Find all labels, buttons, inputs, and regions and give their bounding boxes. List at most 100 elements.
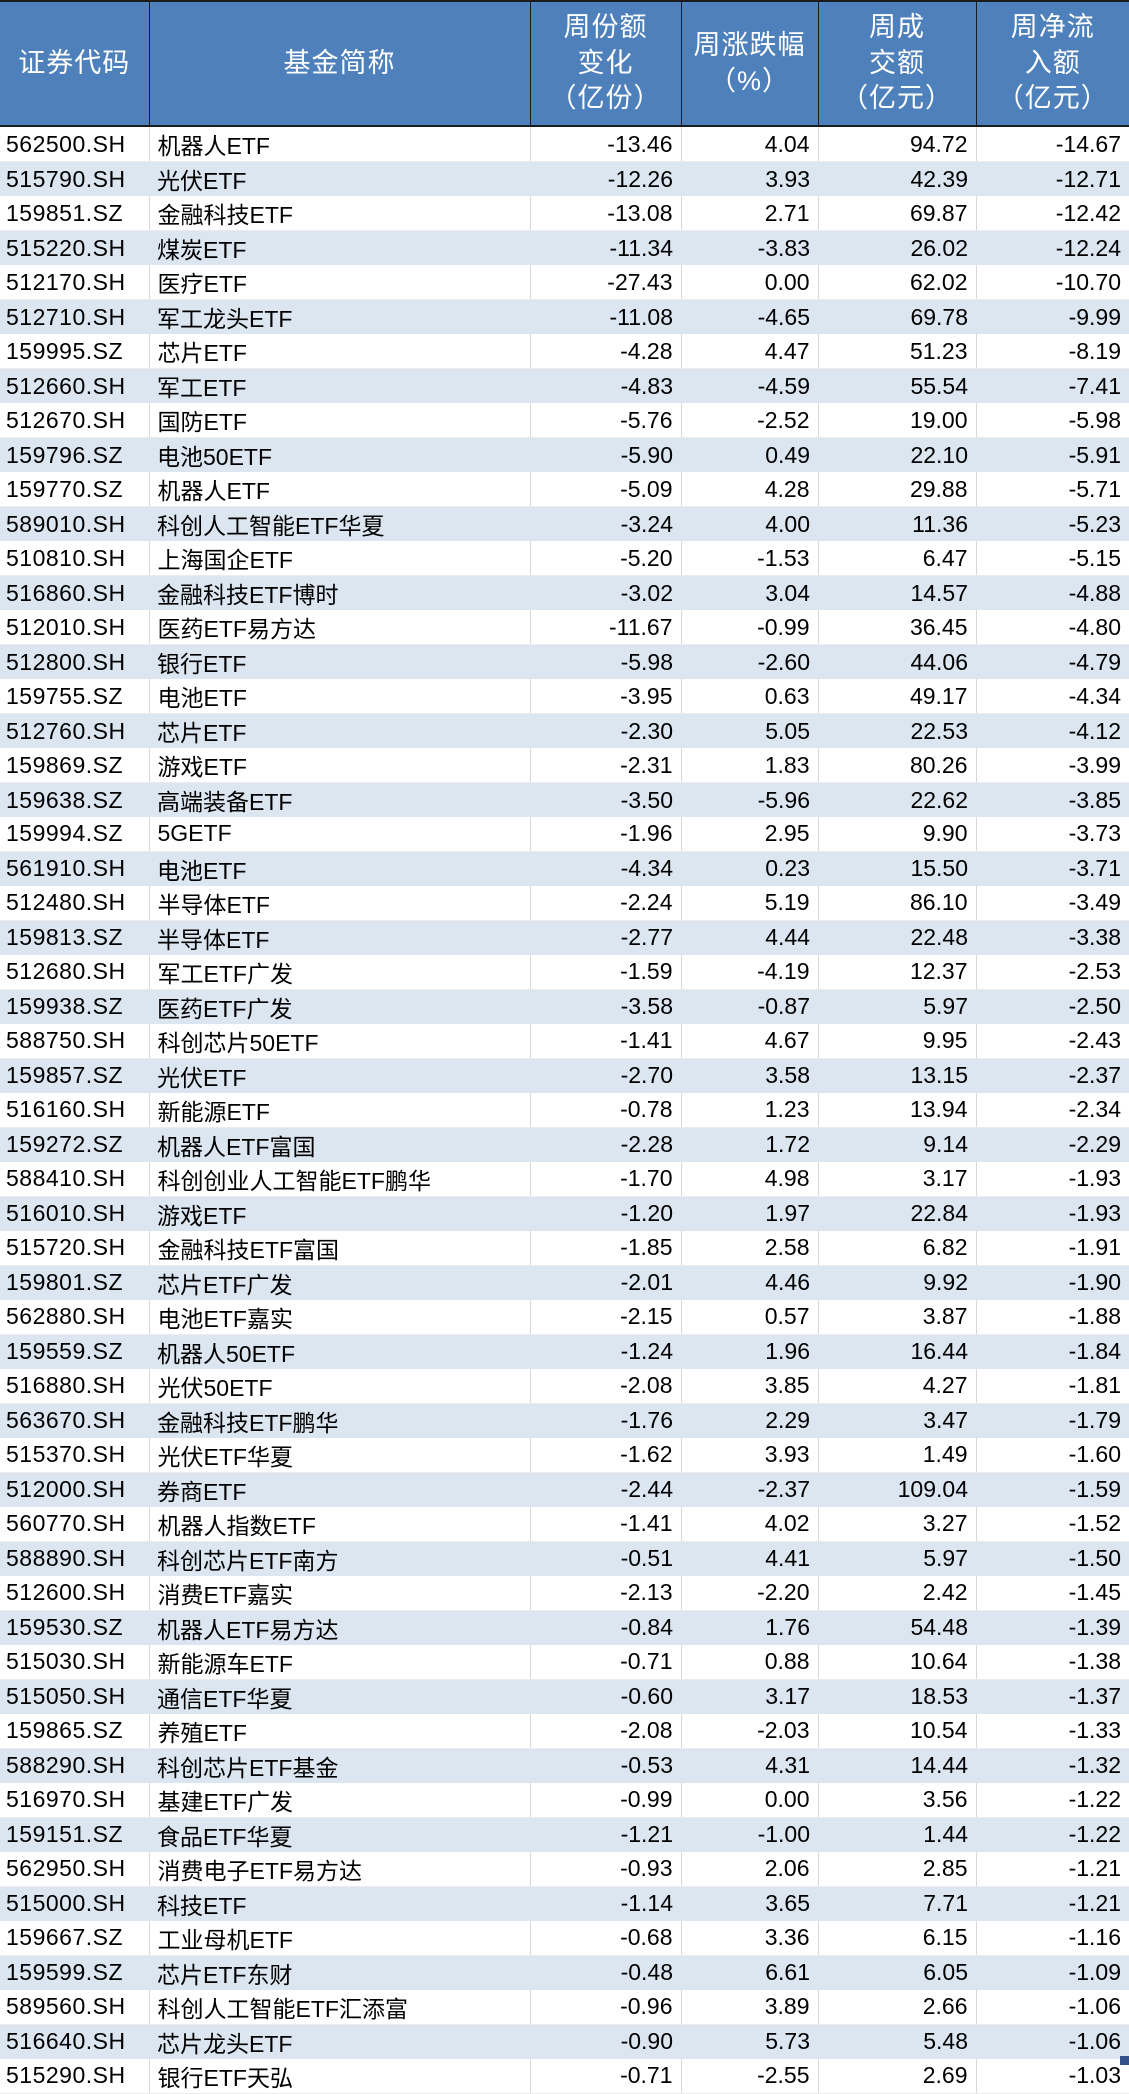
cell-net_inflow: -4.79 xyxy=(1068,648,1121,675)
table-row: 561910.SH 电池ETF -4.34 0.23 15.50 -3.71 xyxy=(0,851,1129,886)
cell-turnover: 16.44 xyxy=(910,1338,968,1364)
cell-name: 金融科技ETF xyxy=(149,196,531,231)
table-row: 515220.SH 煤炭ETF -11.34 -3.83 26.02 -12.24 xyxy=(0,230,1129,265)
cell-turnover: 11.36 xyxy=(912,510,968,537)
cell-code: 515220.SH xyxy=(6,234,126,261)
cell-code: 560770.SH xyxy=(0,1506,150,1542)
cell-name: 游戏ETF xyxy=(157,1202,247,1229)
cell-share_change: -3.02 xyxy=(620,579,673,606)
cell-net_inflow: -1.84 xyxy=(1068,1338,1121,1364)
table-row: 159938.SZ 医药ETF广发 -3.58 -0.87 5.97 -2.50 xyxy=(0,989,1129,1024)
cell-pct_change: -0.99 xyxy=(681,610,819,645)
cell-name: 芯片ETF广发 xyxy=(157,1271,293,1298)
cell-code: 512480.SH xyxy=(0,885,150,921)
table-row: 512710.SH 军工龙头ETF -11.08 -4.65 69.78 -9.99 xyxy=(0,299,1129,334)
cell-pct_change: -4.65 xyxy=(757,303,810,330)
table-row: 512760.SH 芯片ETF -2.30 5.05 22.53 -4.12 xyxy=(0,713,1129,748)
cell-turnover: 4.27 xyxy=(818,1368,977,1404)
cell-share_change: -11.67 xyxy=(530,610,682,645)
table-row: 159667.SZ 工业母机ETF -0.68 3.36 6.15 -1.16 xyxy=(0,1920,1129,1956)
cell-code: 159755.SZ xyxy=(0,679,150,714)
cell-net_inflow: -1.22 xyxy=(976,1782,1129,1818)
cell-code: 588890.SH xyxy=(6,1545,126,1571)
cell-name: 医药ETF易方达 xyxy=(149,610,531,645)
cell-name: 医疗ETF xyxy=(149,265,531,300)
table-row: 562880.SH 电池ETF嘉实 -2.15 0.57 3.87 -1.88 xyxy=(0,1299,1129,1335)
cell-turnover: 2.85 xyxy=(818,1851,977,1887)
cell-code: 159851.SZ xyxy=(0,196,150,231)
cell-name: 消费ETF嘉实 xyxy=(149,1575,531,1611)
cell-turnover: 3.27 xyxy=(818,1506,977,1542)
cell-code: 512000.SH xyxy=(6,1476,126,1502)
column-header-code: 证券代码 xyxy=(0,0,150,127)
cell-name: 机器人ETF xyxy=(149,472,531,507)
cell-share_change: -0.71 xyxy=(530,2058,682,2094)
cell-code: 588410.SH xyxy=(0,1161,150,1197)
table-row: 588750.SH 科创芯片50ETF -1.41 4.67 9.95 -2.43 xyxy=(0,1023,1129,1059)
table-body: 562500.SH 机器人ETF -13.46 4.04 94.72 -14.67 5157… xyxy=(0,126,1129,2094)
cell-net_inflow: -3.85 xyxy=(1068,786,1121,813)
cell-share_change: -3.58 xyxy=(620,993,673,1019)
cell-pct_change: 4.04 xyxy=(681,126,819,162)
cell-pct_change: 2.95 xyxy=(681,817,819,852)
cell-turnover: 51.23 xyxy=(818,334,977,369)
cell-share_change: -2.13 xyxy=(530,1575,682,1611)
cell-net_inflow: -2.43 xyxy=(976,1023,1129,1059)
cell-share_change: -4.28 xyxy=(530,334,682,369)
cell-net_inflow: -5.71 xyxy=(976,472,1129,507)
cell-name: 游戏ETF xyxy=(149,748,531,783)
cell-share_change: -0.93 xyxy=(530,1851,682,1887)
cell-share_change: -1.24 xyxy=(620,1338,673,1364)
cell-pct_change: 0.00 xyxy=(681,1782,819,1818)
cell-code: 515720.SH xyxy=(0,1230,150,1266)
cell-turnover: 3.17 xyxy=(818,1161,977,1197)
cell-code: 159796.SZ xyxy=(6,441,124,468)
cell-share_change: -5.98 xyxy=(620,648,673,675)
cell-name: 新能源车ETF xyxy=(149,1644,531,1680)
cell-turnover: 2.42 xyxy=(818,1575,977,1611)
cell-name: 军工ETF xyxy=(157,375,247,401)
table-row: 159151.SZ 食品ETF华夏 -1.21 -1.00 1.44 -1.22 xyxy=(0,1817,1129,1852)
cell-net_inflow: -3.99 xyxy=(976,748,1129,783)
cell-code: 516860.SH xyxy=(6,579,126,606)
cell-share_change: -1.62 xyxy=(530,1437,682,1473)
cell-pct_change: 0.88 xyxy=(681,1644,819,1680)
table-row: 516160.SH 新能源ETF -0.78 1.23 13.94 -2.34 xyxy=(0,1092,1129,1128)
cell-net_inflow: -1.45 xyxy=(976,1575,1129,1611)
cell-turnover: 5.48 xyxy=(923,2028,968,2054)
cell-net_inflow: -1.88 xyxy=(976,1299,1129,1335)
cell-name: 电池ETF xyxy=(157,857,247,884)
cell-name: 科创人工智能ETF华夏 xyxy=(157,513,385,539)
cell-turnover: 1.49 xyxy=(818,1437,977,1473)
cell-share_change: -2.01 xyxy=(620,1269,673,1295)
table-row: 159857.SZ 光伏ETF -2.70 3.58 13.15 -2.37 xyxy=(0,1058,1129,1093)
cell-share_change: -2.28 xyxy=(620,1131,673,1157)
cell-code: 562950.SH xyxy=(0,1851,150,1887)
cell-net_inflow: -1.93 xyxy=(1068,1200,1121,1226)
cell-name: 金融科技ETF博时 xyxy=(157,582,339,608)
table-row: 562950.SH 消费电子ETF易方达 -0.93 2.06 2.85 -1.21 xyxy=(0,1851,1129,1887)
cell-name: 科创芯片ETF基金 xyxy=(157,1754,339,1781)
table-row: 589560.SH 科创人工智能ETF汇添富 -0.96 3.89 2.66 -1.06 xyxy=(0,1989,1129,2025)
table-row: 512170.SH 医疗ETF -27.43 0.00 62.02 -10.70 xyxy=(0,265,1129,300)
cell-share_change: -2.08 xyxy=(530,1368,682,1404)
cell-code: 515050.SH xyxy=(6,1683,126,1709)
cell-share_change: -1.41 xyxy=(530,1506,682,1542)
column-header-name: 基金简称 xyxy=(148,0,531,127)
cell-pct_change: 4.00 xyxy=(765,510,810,537)
cell-share_change: -11.08 xyxy=(609,303,673,330)
cell-code: 159770.SZ xyxy=(0,472,150,507)
cell-name: 消费电子ETF易方达 xyxy=(149,1851,531,1887)
cell-net_inflow: -1.22 xyxy=(1068,1821,1121,1847)
cell-name: 机器人指数ETF xyxy=(149,1506,531,1542)
cell-code: 515030.SH xyxy=(0,1644,150,1680)
cell-turnover: 14.57 xyxy=(910,579,968,606)
cell-code: 515790.SH xyxy=(6,165,126,192)
cell-turnover: 9.92 xyxy=(923,1269,968,1295)
cell-turnover: 6.47 xyxy=(818,541,977,576)
cell-pct_change: 3.58 xyxy=(765,1062,810,1088)
cell-share_change: -4.83 xyxy=(620,372,673,399)
cell-code: 512710.SH xyxy=(6,303,126,330)
cell-pct_change: 5.19 xyxy=(681,885,819,921)
